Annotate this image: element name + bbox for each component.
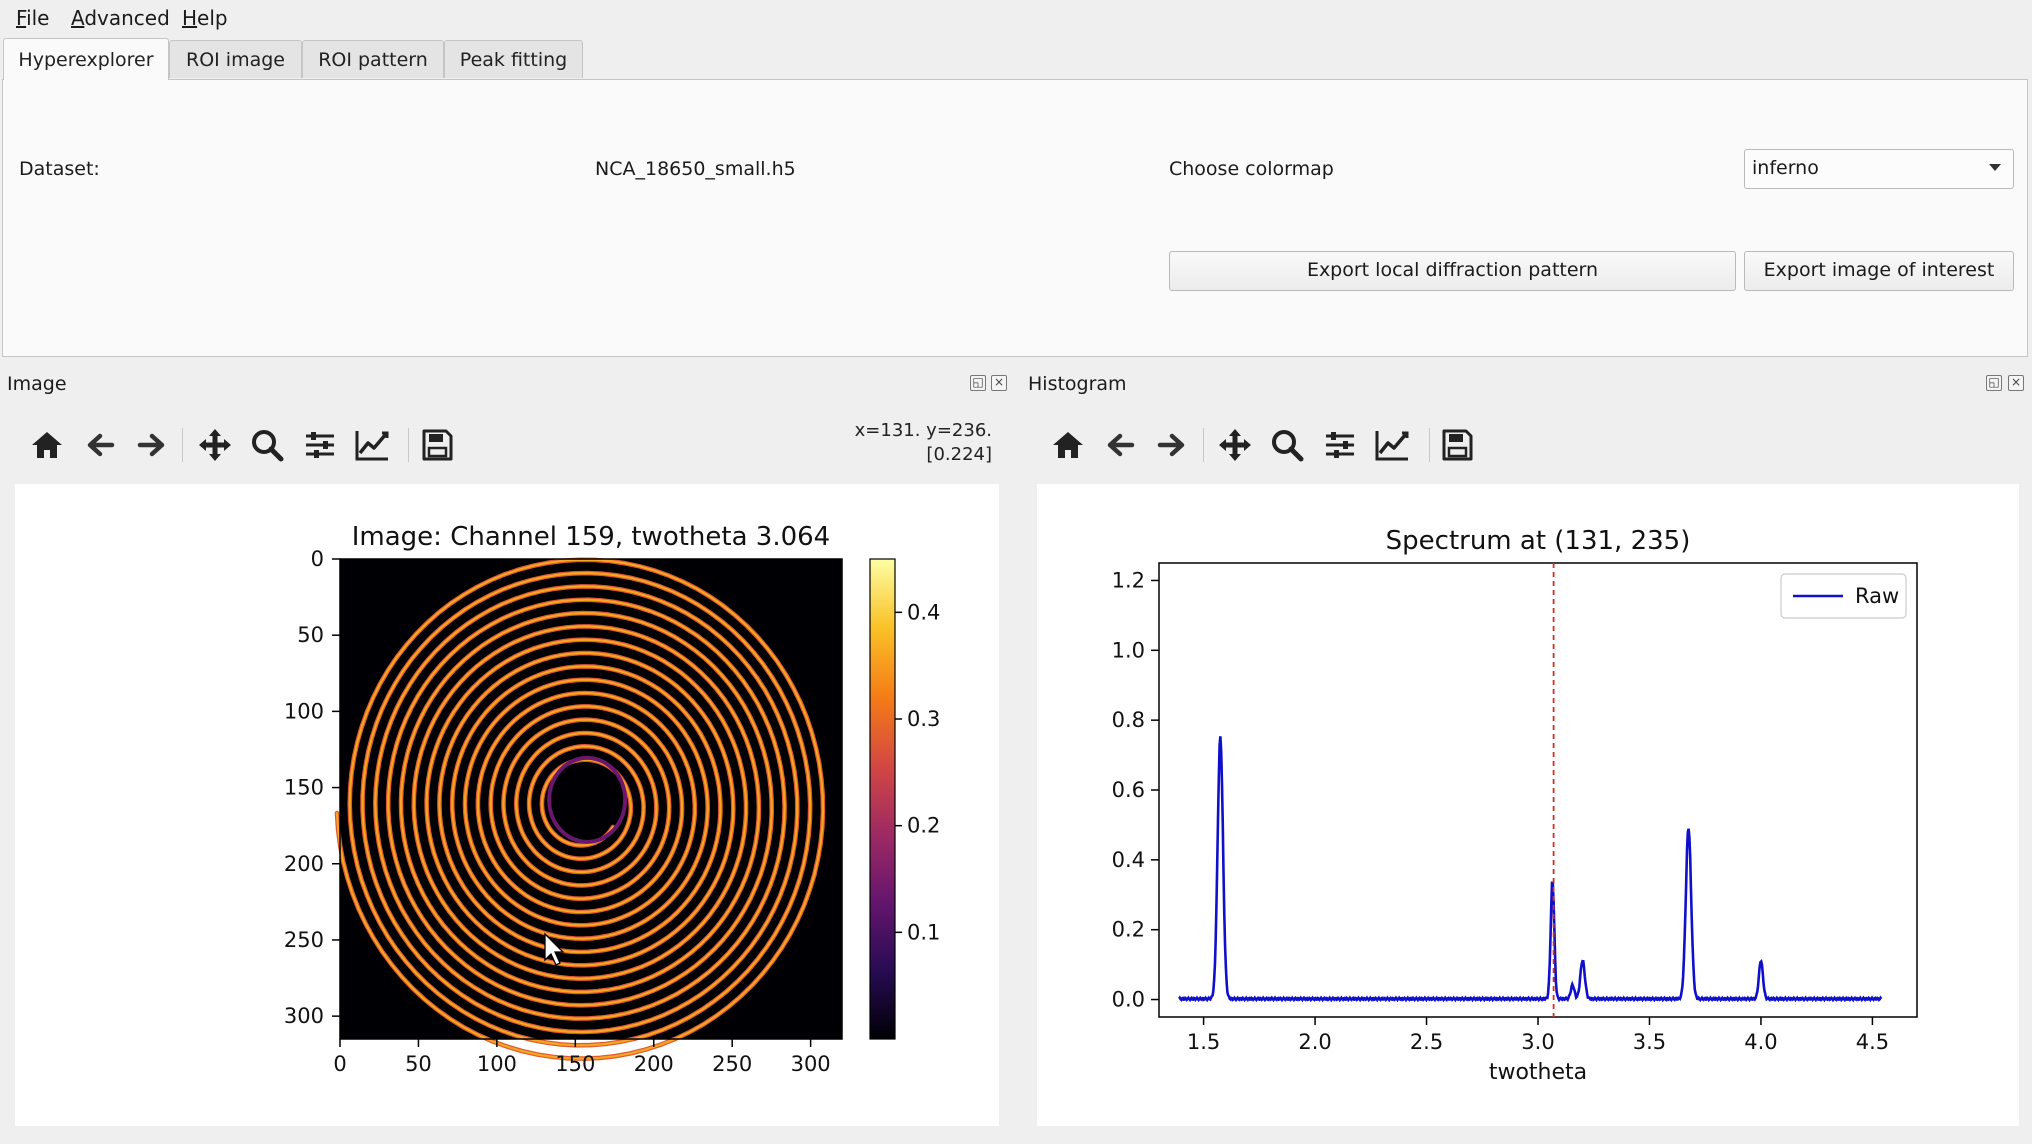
image-toolbar-forward-arrow-icon[interactable] <box>132 425 172 465</box>
x-tick-label: 150 <box>555 1052 595 1076</box>
image-toolbar-configure-subplots-icon[interactable] <box>300 425 340 465</box>
colormap-label: Choose colormap <box>1169 158 1334 180</box>
image-plot: Image: Channel 159, twotheta 3.064 0 50 100… <box>284 522 941 1076</box>
y-tick-label: 200 <box>284 852 324 876</box>
colorbar-tick-label: 0.4 <box>907 600 940 624</box>
histogram-toolbar-configure-subplots-icon[interactable] <box>1320 425 1360 465</box>
x-tick-label: 50 <box>405 1052 432 1076</box>
x-tick-label: 2.5 <box>1410 1030 1443 1054</box>
legend-box <box>1780 573 1907 619</box>
histogram-toolbar-zoom-magnifier-icon[interactable] <box>1267 425 1307 465</box>
image-toolbar-edit-axis-icon[interactable] <box>352 425 392 465</box>
x-tick-label: 3.5 <box>1633 1030 1666 1054</box>
x-tick-label: 1.5 <box>1187 1030 1220 1054</box>
mouse-cursor-icon <box>544 932 565 966</box>
y-tick-label: 0.4 <box>1112 848 1145 872</box>
histogram-toolbar-edit-axis-icon[interactable] <box>1372 425 1412 465</box>
y-tick-label: 100 <box>284 699 324 723</box>
image-canvas[interactable]: Image: Channel 159, twotheta 3.064 0 50 100… <box>15 484 999 1126</box>
histogram-dock-float-icon[interactable]: ◱ <box>1986 375 2002 391</box>
image-plot-frame <box>339 558 843 1040</box>
menu-file[interactable]: File <box>16 6 50 30</box>
y-tick-label: 0.2 <box>1112 918 1145 942</box>
x-tick-label: 4.5 <box>1856 1030 1889 1054</box>
x-tick-label: 100 <box>477 1052 517 1076</box>
menu-advanced[interactable]: Advanced <box>71 6 170 30</box>
colorbar <box>869 558 896 1040</box>
y-tick-label: 0 <box>311 547 324 571</box>
y-tick-label: 0.0 <box>1112 988 1145 1012</box>
x-axis-label: twotheta <box>1489 1060 1587 1085</box>
legend: Raw <box>1780 573 1907 619</box>
toolbar-separator <box>1429 428 1430 462</box>
image-toolbar-home-icon[interactable] <box>27 425 67 465</box>
export-image-button[interactable]: Export image of interest <box>1744 251 2014 291</box>
histogram-dock-close-icon[interactable]: × <box>2008 375 2024 391</box>
series-line-raw <box>1178 736 1883 1003</box>
tab-roi-pattern[interactable]: ROI pattern <box>302 40 444 78</box>
cursor-coordinates: x=131. y=236. [0.224] <box>800 419 992 467</box>
spectrum-plot-frame <box>1158 562 1918 1018</box>
legend-label: Raw <box>1855 584 1899 608</box>
spiral-inner-band <box>335 558 825 1060</box>
image-toolbar-back-arrow-icon[interactable] <box>80 425 120 465</box>
histogram-toolbar-save-disk-icon[interactable] <box>1437 425 1477 465</box>
image-dock-title: Image <box>7 373 67 395</box>
x-tick-label: 4.0 <box>1744 1030 1777 1054</box>
image-toolbar-pan-move-icon[interactable] <box>195 425 235 465</box>
dataset-label: Dataset: <box>19 158 100 180</box>
toolbar-separator <box>408 428 409 462</box>
y-tick-label: 50 <box>297 623 324 647</box>
histogram-toolbar-pan-move-icon[interactable] <box>1215 425 1255 465</box>
x-tick-label: 3.0 <box>1521 1030 1554 1054</box>
tab-bar: Hyperexplorer ROI image ROI pattern Peak… <box>0 38 2032 80</box>
y-tick-label: 300 <box>284 1004 324 1028</box>
spiral-group <box>334 557 826 1061</box>
tab-hyperexplorer[interactable]: Hyperexplorer <box>3 38 169 80</box>
x-tick-label: 2.0 <box>1298 1030 1331 1054</box>
histogram-toolbar-forward-arrow-icon[interactable] <box>1152 425 1192 465</box>
image-toolbar-zoom-magnifier-icon[interactable] <box>247 425 287 465</box>
cursor-coordinates-value: [0.224] <box>926 444 992 465</box>
colorbar-tick-label: 0.2 <box>907 814 940 838</box>
y-tick-label: 150 <box>284 776 324 800</box>
histogram-toolbar-home-icon[interactable] <box>1048 425 1088 465</box>
y-tick-label: 1.2 <box>1112 568 1145 592</box>
chevron-down-icon <box>1989 164 2001 171</box>
tab-roi-image[interactable]: ROI image <box>169 40 302 78</box>
x-tick-label: 300 <box>791 1052 831 1076</box>
tab-peak-fitting[interactable]: Peak fitting <box>444 40 583 78</box>
cursor-coordinates-xy: x=131. y=236. <box>854 420 992 441</box>
hyperexplorer-panel: Dataset: NCA_18650_small.h5 Choose color… <box>2 79 2028 357</box>
spectrum-plot-title: Spectrum at (131, 235) <box>1386 526 1691 556</box>
y-tick-label: 1.0 <box>1112 638 1145 662</box>
colormap-select[interactable]: inferno <box>1744 149 2014 189</box>
colorbar-tick-label: 0.1 <box>907 920 940 944</box>
image-dock-float-icon[interactable]: ◱ <box>970 375 986 391</box>
toolbar-separator <box>1203 428 1204 462</box>
y-tick-label: 250 <box>284 928 324 952</box>
export-diffraction-pattern-button[interactable]: Export local diffraction pattern <box>1169 251 1736 291</box>
menu-bar: File Advanced Help <box>0 0 2032 34</box>
x-tick-label: 250 <box>712 1052 752 1076</box>
colorbar-tick-label: 0.3 <box>907 707 940 731</box>
y-tick-label: 0.6 <box>1112 778 1145 802</box>
toolbar-separator <box>182 428 183 462</box>
y-tick-label: 0.8 <box>1112 708 1145 732</box>
histogram-canvas[interactable]: Spectrum at (131, 235) 1.5 2.0 2.5 3.0 3.5 4.0… <box>1037 484 2019 1126</box>
image-dock-close-icon[interactable]: × <box>991 375 1007 391</box>
histogram-dock-title: Histogram <box>1028 373 1127 395</box>
spectrum-plot: Spectrum at (131, 235) 1.5 2.0 2.5 3.0 3.5 4.0… <box>1112 526 1918 1085</box>
histogram-toolbar-back-arrow-icon[interactable] <box>1100 425 1140 465</box>
spiral-core <box>547 755 628 844</box>
colormap-select-value: inferno <box>1752 157 1819 179</box>
x-tick-label: 0 <box>333 1052 346 1076</box>
x-tick-label: 200 <box>634 1052 674 1076</box>
image-plot-title: Image: Channel 159, twotheta 3.064 <box>352 522 830 552</box>
menu-help[interactable]: Help <box>182 6 228 30</box>
dataset-value: NCA_18650_small.h5 <box>595 158 796 180</box>
image-toolbar-save-disk-icon[interactable] <box>417 425 457 465</box>
